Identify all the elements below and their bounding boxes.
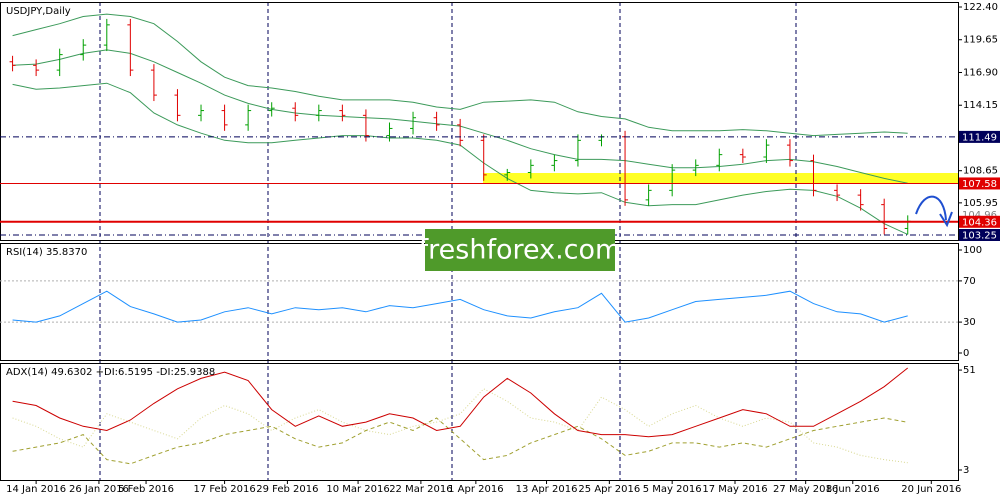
y-tick-label: 0 [963, 348, 969, 359]
price-label: 111.49 [962, 132, 997, 143]
y-tick-label: 122.40 [963, 2, 998, 13]
x-tick-label: 27 May 2016 [773, 484, 838, 495]
y-tick-label: 70 [963, 276, 976, 287]
y-tick-label: 30 [963, 317, 976, 328]
watermark-text: freshforex.com [419, 235, 622, 266]
panel-title: USDJPY,Daily [6, 6, 71, 17]
x-tick-label: 1 Apr 2016 [448, 484, 503, 495]
price-label-box [959, 177, 1000, 190]
x-tick-label: 22 Mar 2016 [389, 484, 452, 495]
x-tick-label: 14 Jan 2016 [6, 484, 66, 495]
forecast-arrow [915, 195, 953, 228]
price-label-box [959, 228, 1000, 241]
x-tick-label: 8 Jun 2016 [826, 484, 880, 495]
y-tick-label: 119.65 [963, 35, 998, 46]
y-tick-label: 51 [963, 365, 976, 376]
x-tick-label: 17 May 2016 [702, 484, 767, 495]
support-zone-highlight [483, 173, 958, 184]
price-label: 107.58 [962, 179, 997, 190]
panel-title: RSI(14) 35.8370 [6, 247, 87, 258]
price-label-box [959, 130, 1000, 143]
y-tick-label: 108.65 [963, 166, 998, 177]
price-label: 103.25 [962, 230, 997, 241]
y-tick-label: 3 [963, 465, 969, 476]
x-tick-label: 26 Jan 2016 [69, 484, 129, 495]
y-tick-label: 116.90 [963, 67, 998, 78]
arrow-head [939, 211, 953, 228]
y-tick-label: 114.15 [963, 100, 998, 111]
x-tick-label: 20 Jun 2016 [901, 484, 961, 495]
x-tick-label: 13 Apr 2016 [516, 484, 578, 495]
watermark: freshforex.com [419, 229, 622, 271]
panel-title: ADX(14) 49.6302 +DI:6.5195 -DI:25.9388 [6, 367, 215, 378]
band-upper [12, 13, 908, 137]
panel-frame [0, 363, 959, 481]
price-label-box [959, 215, 1000, 228]
indicator-line [12, 367, 909, 438]
x-tick-label: 5 May 2016 [643, 484, 702, 495]
x-tick-label: 17 Feb 2016 [193, 484, 255, 495]
arrow-curve [915, 195, 947, 221]
indicator-line [12, 417, 908, 465]
y-tick-label: 105.95 [963, 198, 998, 209]
x-tick-label: 10 Mar 2016 [326, 484, 389, 495]
watermark-box [425, 229, 615, 271]
y-tick-label: 100 [963, 245, 982, 256]
price-label: 104.36 [962, 217, 997, 228]
x-tick-label: 29 Feb 2016 [256, 484, 318, 495]
x-tick-label: 5 Feb 2016 [118, 484, 174, 495]
indicator-line [12, 290, 908, 323]
price-label: 104.96 [962, 210, 997, 221]
x-tick-label: 25 Apr 2016 [578, 484, 640, 495]
